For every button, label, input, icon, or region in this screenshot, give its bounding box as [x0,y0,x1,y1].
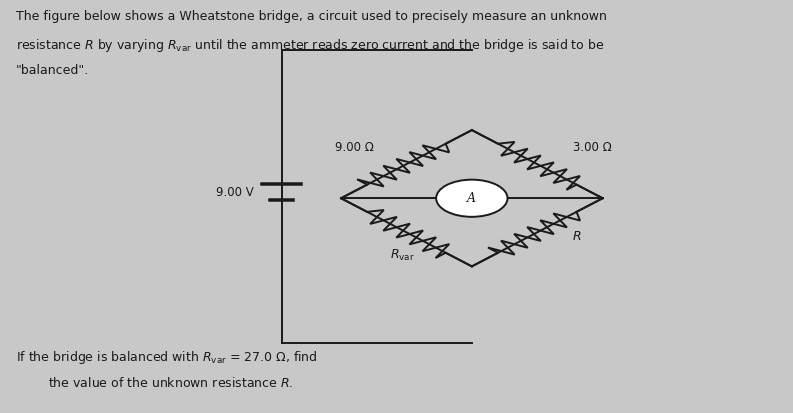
Circle shape [436,180,508,217]
Text: 9.00 Ω: 9.00 Ω [335,141,374,154]
Text: $R$: $R$ [573,230,581,243]
Text: If the bridge is balanced with $R_\mathrm{var}$ = 27.0 $\Omega$, find: If the bridge is balanced with $R_\mathr… [16,349,318,366]
Text: 3.00 Ω: 3.00 Ω [573,141,612,154]
Text: the value of the unknown resistance $R$.: the value of the unknown resistance $R$. [48,376,293,390]
Text: 9.00 V: 9.00 V [216,185,254,199]
Text: resistance $R$ by varying $R_\mathrm{var}$ until the ammeter reads zero current : resistance $R$ by varying $R_\mathrm{var… [16,37,604,54]
Text: The figure below shows a Wheatstone bridge, a circuit used to precisely measure : The figure below shows a Wheatstone brid… [16,10,607,23]
Text: A: A [467,192,477,205]
Text: "balanced".: "balanced". [16,64,89,77]
Text: $R_\mathrm{var}$: $R_\mathrm{var}$ [390,247,415,263]
